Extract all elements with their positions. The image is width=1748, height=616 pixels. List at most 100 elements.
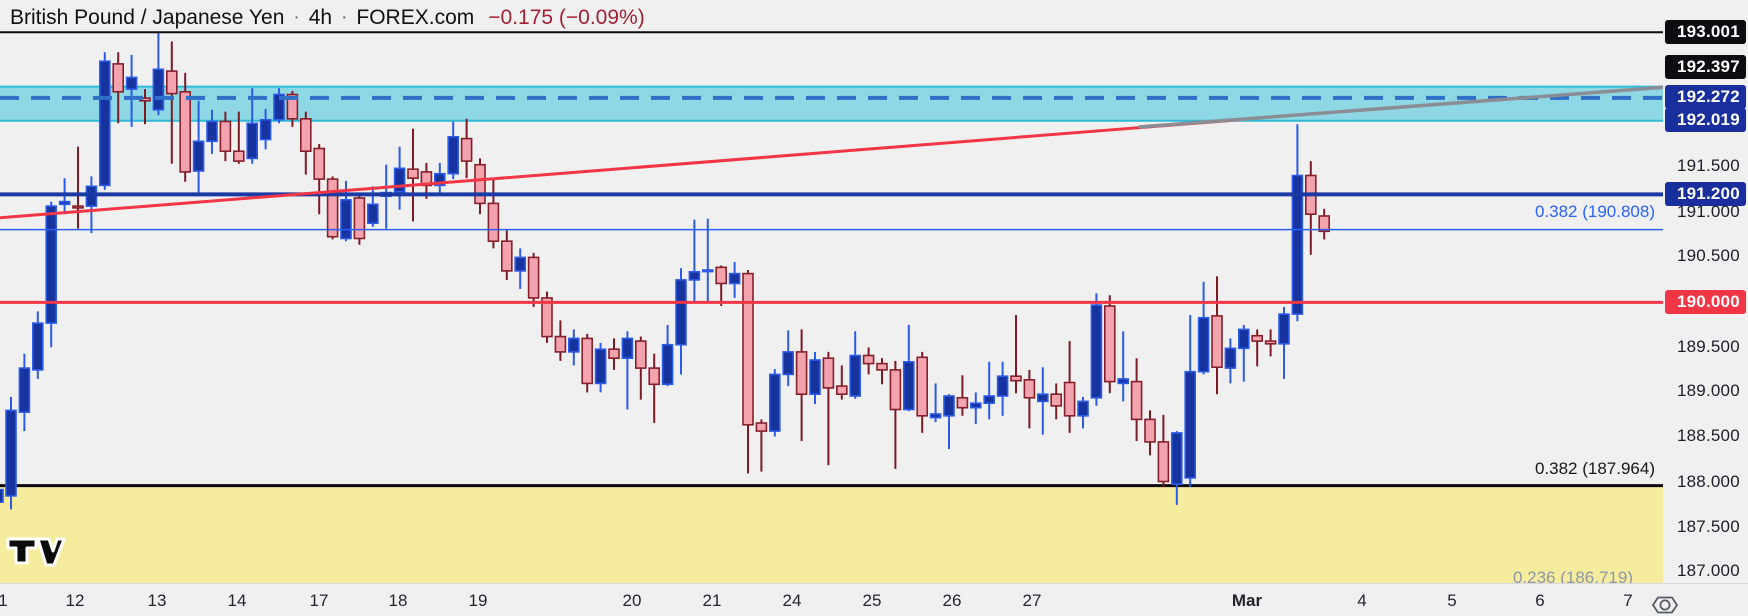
candle-bullish xyxy=(728,272,741,285)
candlestick-plot-area[interactable] xyxy=(0,0,1663,583)
fib-level-label[interactable]: 0.382 (190.808) xyxy=(1534,202,1655,221)
candle-bearish xyxy=(608,348,620,360)
candle-bearish xyxy=(862,354,875,365)
price-tick-label: 188.500 xyxy=(1677,426,1740,445)
price-level-label-navy: 192.019 xyxy=(1665,108,1746,132)
candle-bullish xyxy=(1291,174,1304,315)
candle-bearish xyxy=(179,91,191,173)
candle-bullish xyxy=(675,279,687,346)
candle-bearish xyxy=(715,266,728,285)
candle-bullish xyxy=(661,343,674,386)
interval-label[interactable]: 4h xyxy=(308,6,333,29)
candle-bullish xyxy=(273,93,285,121)
candle-bullish xyxy=(366,203,379,225)
time-tick-label: 5 xyxy=(1447,590,1457,610)
candle-bullish xyxy=(1197,316,1210,373)
time-tick-label: 26 xyxy=(942,590,962,610)
candle-bullish xyxy=(514,256,527,272)
candle-bearish xyxy=(1264,340,1277,345)
candle-bearish xyxy=(1023,378,1036,399)
candle-bullish xyxy=(983,395,996,404)
candle-bullish xyxy=(45,205,58,324)
separator-dot: · xyxy=(341,7,348,28)
candle-bullish xyxy=(782,351,795,376)
candle-bullish xyxy=(1224,347,1237,369)
symbol-title[interactable]: British Pound / Japanese Yen xyxy=(10,6,285,29)
price-tick-label: 191.500 xyxy=(1677,156,1740,175)
candle-bearish xyxy=(1130,380,1143,421)
fib-level-label[interactable]: 0.236 (186.719) xyxy=(1512,568,1633,587)
time-tick-label: 13 xyxy=(147,590,167,610)
candle-bullish xyxy=(943,395,955,417)
candle-bullish xyxy=(152,68,165,111)
candle-bearish xyxy=(326,178,339,238)
candle-bullish xyxy=(393,167,406,193)
time-tick-label: Mar xyxy=(1231,590,1263,610)
candle-bearish xyxy=(822,357,835,389)
time-axis[interactable]: 1 12 13 14 17 18 19 20 21 24 25 26 27 Mar 4 5 6 7 xyxy=(0,583,1748,616)
candle-bearish xyxy=(299,118,312,153)
time-tick-label: 21 xyxy=(702,590,722,610)
candle-bullish xyxy=(447,136,460,175)
tradingview-logo[interactable] xyxy=(5,532,67,570)
candle-bullish xyxy=(192,140,205,172)
candle-bullish xyxy=(1037,393,1049,403)
fib-level-label[interactable]: 0.382 (187.964) xyxy=(1534,459,1655,478)
candle-bullish xyxy=(125,76,138,90)
price-level-label-navy: 191.200 xyxy=(1665,182,1746,206)
candle-bullish xyxy=(1117,378,1129,385)
candle-bearish xyxy=(755,422,768,432)
separator-dot: · xyxy=(293,7,300,28)
candle-bearish xyxy=(889,369,902,411)
candle-bearish xyxy=(166,70,178,95)
price-tick-label: 190.500 xyxy=(1677,246,1740,265)
rising-trendline-red xyxy=(0,118,1242,220)
time-tick-label: 4 xyxy=(1357,590,1367,610)
candle-bullish xyxy=(621,337,634,359)
time-tick-label: 24 xyxy=(782,590,802,610)
candle-bearish xyxy=(474,163,486,205)
candle-bullish xyxy=(58,200,71,206)
candle-bullish xyxy=(340,199,352,240)
candle-bearish xyxy=(916,356,929,417)
price-tick-label: 191.000 xyxy=(1677,202,1740,221)
candle-bearish xyxy=(1063,381,1076,417)
candle-bullish xyxy=(1278,313,1290,345)
candle-bullish xyxy=(1171,432,1183,485)
candle-bearish xyxy=(500,240,513,272)
candle-bullish xyxy=(902,360,915,411)
candle-bullish xyxy=(99,60,111,187)
provider-label[interactable]: FOREX.com xyxy=(356,6,475,29)
price-axis[interactable]: 193.001 192.397 192.272 192.019 191.500 191.2… xyxy=(1663,0,1748,583)
time-tick-label: 25 xyxy=(862,590,882,610)
candle-bearish xyxy=(1157,441,1170,483)
candle-bullish xyxy=(996,375,1009,397)
candle-bearish xyxy=(487,202,500,242)
candle-bullish xyxy=(433,172,446,187)
candle-bullish xyxy=(1090,304,1103,399)
price-tick-label: 187.000 xyxy=(1677,561,1740,580)
candle-bearish xyxy=(1010,375,1022,382)
time-tick-label: 18 xyxy=(388,590,408,610)
candle-bullish xyxy=(929,413,942,419)
price-level-label-black: 192.397 xyxy=(1665,55,1746,79)
candle-bearish xyxy=(835,385,848,396)
candle-bearish xyxy=(1144,418,1156,443)
hexagon-eye-icon[interactable] xyxy=(1647,594,1683,616)
candle-bullish xyxy=(246,122,258,160)
candle-bullish xyxy=(701,269,714,273)
demand-zone xyxy=(0,485,1663,583)
candle-bearish xyxy=(460,137,473,162)
candle-bullish xyxy=(809,359,821,396)
candle-bullish xyxy=(31,322,44,371)
candle-bullish xyxy=(1184,370,1196,479)
candle-bearish xyxy=(407,168,419,179)
price-change-label: −0.175 (−0.09%) xyxy=(488,6,645,29)
candle-bullish xyxy=(259,118,272,141)
price-tick-label: 189.000 xyxy=(1677,381,1740,400)
candle-bullish xyxy=(594,348,607,385)
time-tick-label: 12 xyxy=(65,590,85,610)
candle-bullish xyxy=(688,270,701,281)
price-level-label-black: 193.001 xyxy=(1665,20,1746,44)
candle-bearish xyxy=(956,396,969,409)
